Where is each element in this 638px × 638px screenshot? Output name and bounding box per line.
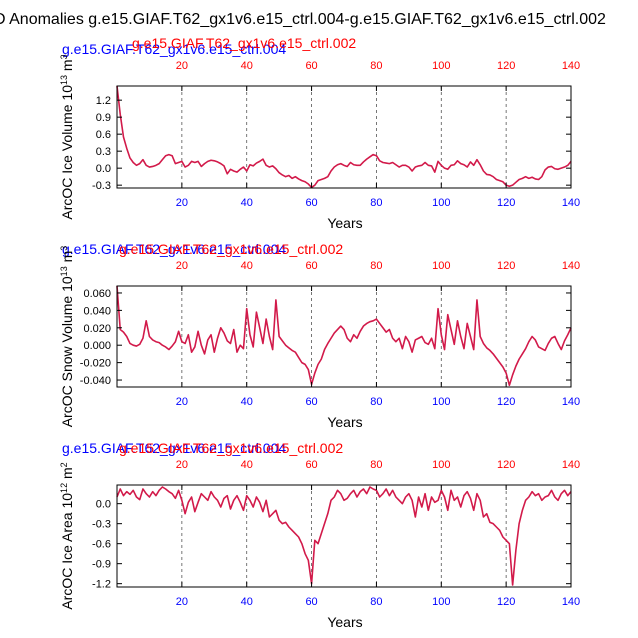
y-axis-label-superscript: 13	[59, 75, 69, 85]
y-axis-label-superscript: 3	[59, 54, 69, 59]
x-tick-label-bottom: 60	[305, 197, 317, 209]
plot-frame	[116, 484, 572, 588]
x-tick-label-bottom: 100	[432, 596, 450, 608]
x-tick-label-top: 60	[305, 260, 317, 272]
figure-title: D Anomalies g.e15.GIAF.T62_gx1v6.e15_ctr…	[0, 11, 606, 28]
y-tick-label: 0.3	[96, 146, 111, 158]
x-tick-label-top: 100	[432, 459, 450, 471]
y-tick-label: -0.3	[92, 180, 111, 192]
y-tick-label: -0.6	[92, 539, 111, 551]
x-tick-label-bottom: 100	[432, 197, 450, 209]
x-tick-label-bottom: 80	[370, 197, 382, 209]
y-tick-label: 0.000	[83, 340, 111, 352]
y-tick-label: 0.020	[83, 323, 111, 335]
y-axis-label-part: m	[59, 467, 75, 483]
y-axis-label-superscript: 2	[59, 462, 69, 467]
plot-frame	[116, 85, 572, 189]
y-tick-label: -0.3	[92, 519, 111, 531]
x-tick-label-bottom: 20	[176, 396, 188, 408]
plot-frame	[116, 285, 572, 388]
x-tick-label-bottom: 140	[562, 396, 580, 408]
y-axis-label-superscript: 3	[59, 246, 69, 251]
x-tick-label-top: 60	[305, 60, 317, 72]
x-tick-label-top: 140	[562, 60, 580, 72]
top-title-red: g.e15.GIAF.T62_gx1v6.e15_ctrl.002	[132, 35, 356, 51]
y-tick-label: 0.040	[83, 305, 111, 317]
x-tick-label-bottom: 40	[241, 396, 253, 408]
x-tick-label-top: 100	[432, 60, 450, 72]
x-tick-label-top: 60	[305, 459, 317, 471]
x-tick-label-top: 20	[176, 60, 188, 72]
top-title-blue: g.e15.GIAF.T62_gx1v6.e15_ctrl.004	[62, 440, 286, 456]
y-axis-label-superscript: 12	[59, 483, 69, 493]
y-axis-label-part: m	[59, 251, 75, 267]
chart-panel-1: -0.3 0.0 0.3 0.6 0.9 1.2 20 20 40 40 60 60 80 80 100 10…	[59, 35, 580, 231]
x-tick-label-top: 40	[241, 260, 253, 272]
x-axis-label: Years	[327, 215, 362, 231]
chart-panel-3: -1.2 -0.9 -0.6 -0.3 0.0 20 20 40 40 60 60 80 80 100 10…	[59, 440, 580, 630]
x-tick-label-top: 120	[497, 60, 515, 72]
y-tick-label: -0.9	[92, 559, 111, 571]
top-title-blue: g.e15.GIAF.T62_gx1v6.e15_ctrl.004	[62, 241, 286, 257]
chart-panels: -0.3 0.0 0.3 0.6 0.9 1.2 20 20 40 40 60 60 80 80 100 10…	[59, 35, 580, 630]
x-axis-label: Years	[327, 414, 362, 430]
x-tick-label-top: 140	[562, 459, 580, 471]
series-line	[116, 285, 572, 387]
y-tick-label: 0.060	[83, 288, 111, 300]
y-tick-label: -1.2	[92, 579, 111, 591]
x-tick-label-top: 80	[370, 459, 382, 471]
top-title-red: g.e15.GIAF.T62_gx1v6.e15_ctrl.002	[119, 440, 343, 456]
y-tick-label: 1.2	[96, 95, 111, 107]
x-tick-label-bottom: 40	[241, 197, 253, 209]
x-tick-label-top: 120	[497, 459, 515, 471]
x-tick-label-top: 100	[432, 260, 450, 272]
y-axis-label-part: ArcOC Snow Volume 10	[59, 276, 75, 427]
x-tick-label-top: 40	[241, 459, 253, 471]
x-tick-label-bottom: 100	[432, 396, 450, 408]
x-tick-label-top: 80	[370, 260, 382, 272]
chart-panel-2: -0.040 -0.020 0.000 0.020 0.040 0.060 20 20 40 40…	[59, 241, 580, 430]
x-tick-label-top: 20	[176, 459, 188, 471]
series-line	[116, 486, 572, 586]
x-axis-label: Years	[327, 614, 362, 630]
y-tick-label: -0.020	[80, 358, 111, 370]
y-axis-label-part: ArcOC Ice Volume 10	[59, 85, 75, 220]
x-tick-label-bottom: 80	[370, 596, 382, 608]
y-tick-label: 0.6	[96, 129, 111, 141]
x-tick-label-bottom: 80	[370, 396, 382, 408]
x-tick-label-bottom: 140	[562, 197, 580, 209]
y-axis-label: ArcOC Snow Volume 1013 m3	[59, 246, 75, 428]
x-tick-label-bottom: 60	[305, 396, 317, 408]
top-title-blue: g.e15.GIAF.T62_gx1v6.e15_ctrl.004	[62, 41, 286, 57]
y-axis-label-part: ArcOC Ice Area 10	[59, 493, 75, 610]
y-tick-label: 0.0	[96, 499, 111, 511]
y-axis-label-superscript: 13	[59, 266, 69, 276]
x-tick-label-bottom: 120	[497, 596, 515, 608]
x-tick-label-bottom: 20	[176, 197, 188, 209]
y-tick-label: 0.9	[96, 112, 111, 124]
x-tick-label-top: 120	[497, 260, 515, 272]
y-axis-label-part: m	[59, 59, 75, 75]
x-tick-label-bottom: 40	[241, 596, 253, 608]
x-tick-label-bottom: 120	[497, 396, 515, 408]
x-tick-label-top: 20	[176, 260, 188, 272]
x-tick-label-bottom: 140	[562, 596, 580, 608]
x-tick-label-top: 80	[370, 60, 382, 72]
y-axis-label: ArcOC Ice Volume 1013 m3	[59, 54, 75, 219]
series-line	[116, 85, 572, 189]
x-tick-label-bottom: 120	[497, 197, 515, 209]
x-tick-label-top: 140	[562, 260, 580, 272]
x-tick-label-bottom: 60	[305, 596, 317, 608]
y-axis-label: ArcOC Ice Area 1012 m2	[59, 462, 75, 609]
x-tick-label-top: 40	[241, 60, 253, 72]
x-tick-label-bottom: 20	[176, 596, 188, 608]
y-tick-label: -0.040	[80, 375, 111, 387]
top-title-red: g.e15.GIAF.T62_gx1v6.e15_ctrl.002	[119, 241, 343, 257]
y-tick-label: 0.0	[96, 163, 111, 175]
